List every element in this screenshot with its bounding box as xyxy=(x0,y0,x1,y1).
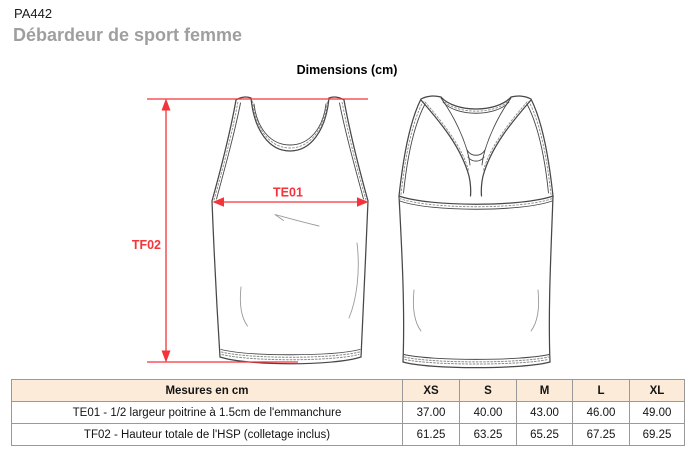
measure-label: TE01 - 1/2 largeur poitrine à 1.5cm de l… xyxy=(11,401,403,424)
measure-value: 40.00 xyxy=(459,401,517,424)
measure-value: 49.00 xyxy=(629,401,685,424)
product-code: PA442 xyxy=(14,6,53,21)
arrowhead-up-icon xyxy=(161,98,171,111)
size-header-m: M xyxy=(516,379,573,402)
measures-header-cell: Mesures en cm xyxy=(11,379,403,402)
measurements-table: Mesures en cm XS S M L XL TE01 - 1/2 lar… xyxy=(11,379,685,446)
product-title: Débardeur de sport femme xyxy=(13,25,243,45)
arrowhead-down-icon xyxy=(161,350,171,363)
tank-top-front-drawing xyxy=(211,96,369,365)
size-header-s: S xyxy=(459,379,517,402)
measure-value: 43.00 xyxy=(516,401,573,424)
measure-value: 69.25 xyxy=(629,423,685,446)
arrowhead-left-icon xyxy=(212,197,224,207)
measure-value: 61.25 xyxy=(402,423,460,446)
diagram-title: Dimensions (cm) xyxy=(296,63,398,77)
measure-value: 65.25 xyxy=(516,423,573,446)
table-row: TF02 - Hauteur totale de l'HSP (colletag… xyxy=(11,423,685,446)
size-header-l: L xyxy=(572,379,630,402)
table-header-row: Mesures en cm XS S M L XL xyxy=(11,379,685,402)
size-header-xl: XL xyxy=(629,379,685,402)
arrowhead-right-icon xyxy=(357,197,369,207)
tank-top-back-drawing xyxy=(398,95,554,369)
height-dimension-label: TF02 xyxy=(132,238,161,252)
measure-value: 37.00 xyxy=(402,401,460,424)
size-header-xs: XS xyxy=(402,379,460,402)
measure-value: 46.00 xyxy=(572,401,630,424)
width-dimension-label: TE01 xyxy=(273,186,303,200)
dimension-annotations: TE01 TF02 xyxy=(132,98,369,363)
measure-value: 63.25 xyxy=(459,423,517,446)
measure-label: TF02 - Hauteur totale de l'HSP (colletag… xyxy=(11,423,403,446)
measure-value: 67.25 xyxy=(572,423,630,446)
table-row: TE01 - 1/2 largeur poitrine à 1.5cm de l… xyxy=(11,401,685,424)
